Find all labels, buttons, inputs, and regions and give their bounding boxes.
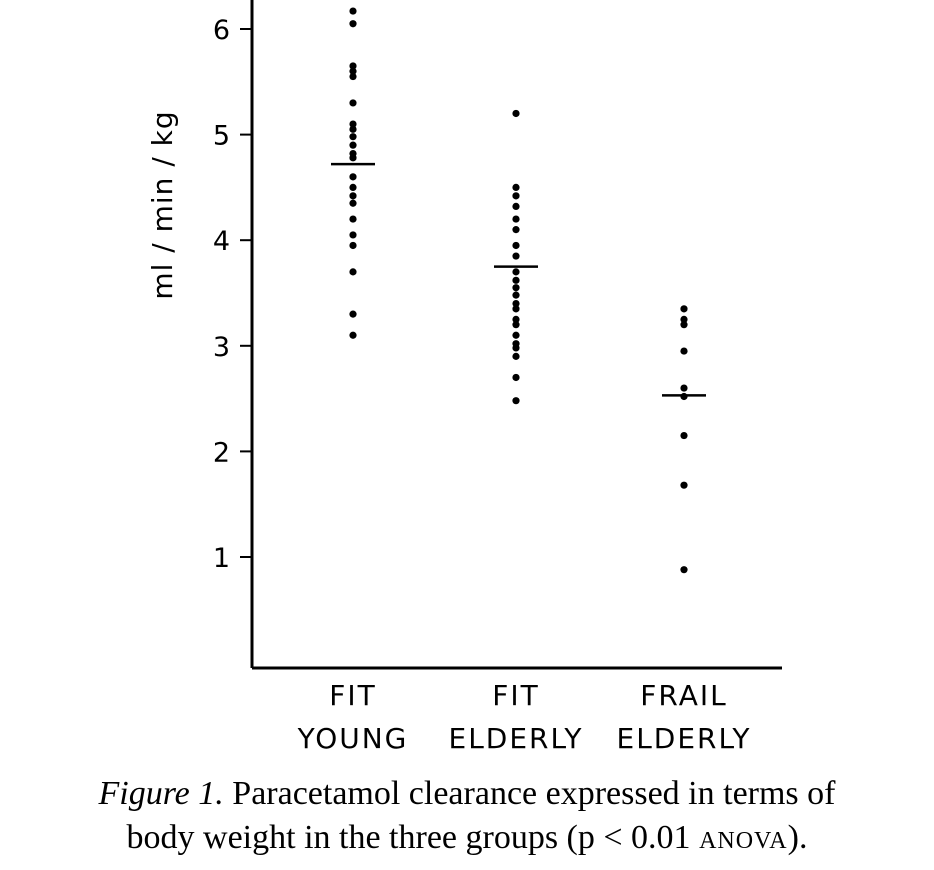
- data-point: [680, 384, 688, 392]
- data-point: [349, 331, 357, 339]
- data-point: [512, 331, 520, 339]
- caption-line-2: body weight in the three groups (p < 0.0…: [0, 816, 934, 863]
- category-labels: FIT YOUNG FIT ELDERLY FRAIL ELDERLY: [297, 679, 752, 755]
- data-point: [680, 305, 688, 313]
- data-point: [512, 109, 520, 118]
- category-label: FIT: [492, 679, 539, 712]
- data-point: [349, 72, 357, 81]
- data-point: [512, 202, 520, 211]
- figure-label: Figure 1.: [98, 775, 224, 812]
- y-ticks: 1 2 3 4 5 6: [213, 15, 252, 574]
- data-point: [349, 173, 357, 181]
- data-point: [512, 252, 520, 260]
- data-point: [680, 321, 688, 329]
- data-point: [512, 284, 520, 292]
- data-point: [349, 215, 357, 223]
- data-point: [512, 344, 520, 352]
- data-point: [512, 226, 520, 234]
- mean-lines: [331, 162, 706, 397]
- data-point: [349, 99, 357, 107]
- data-point: [349, 62, 357, 70]
- data-point: [512, 397, 520, 405]
- data-point: [512, 321, 520, 329]
- data-point: [680, 347, 688, 355]
- data-point: [512, 299, 520, 308]
- data-point: [349, 310, 357, 318]
- category-label: FRAIL: [640, 679, 727, 712]
- figure-caption: Figure 1. Paracetamol clearance expresse…: [0, 772, 934, 863]
- data-point: [680, 481, 688, 489]
- data-point: [349, 192, 357, 200]
- data-point: [512, 373, 520, 382]
- y-tick-label: 1: [213, 543, 230, 574]
- data-point: [349, 20, 357, 28]
- data-point: [512, 276, 520, 284]
- category-label: FIT: [329, 679, 376, 712]
- caption-text-3: ).: [787, 819, 808, 856]
- data-point: [512, 215, 520, 223]
- y-tick-label: 4: [213, 226, 230, 257]
- data-points: [349, 7, 688, 574]
- data-point: [512, 315, 520, 323]
- y-tick-label: 5: [213, 121, 230, 152]
- data-point: [512, 183, 520, 191]
- data-point: [349, 141, 357, 149]
- data-point: [349, 199, 357, 207]
- data-point: [512, 291, 520, 299]
- data-point: [512, 241, 520, 250]
- data-point: [349, 268, 357, 276]
- category-label: ELDERLY: [617, 722, 752, 755]
- data-point: [680, 566, 688, 574]
- data-point: [349, 183, 357, 191]
- data-point: [349, 125, 357, 133]
- y-tick-label: 6: [213, 15, 230, 46]
- data-point: [349, 241, 357, 250]
- data-point: [512, 352, 520, 360]
- anova-label: ANOVA: [699, 828, 788, 854]
- category-label: YOUNG: [297, 722, 409, 755]
- data-point: [680, 431, 688, 440]
- data-point: [349, 7, 357, 15]
- data-point: [349, 231, 357, 239]
- caption-text-1: Paracetamol clearance expressed in terms…: [223, 775, 836, 812]
- y-tick-label: 2: [213, 437, 230, 468]
- data-point: [512, 192, 520, 200]
- data-point: [349, 133, 357, 141]
- data-point: [349, 120, 357, 128]
- caption-text-2: body weight in the three groups (p < 0.0…: [126, 819, 700, 856]
- caption-line-1: Figure 1. Paracetamol clearance expresse…: [0, 772, 934, 816]
- y-tick-label: 3: [213, 332, 230, 363]
- data-point: [349, 67, 357, 75]
- data-point: [680, 315, 688, 323]
- category-label: ELDERLY: [449, 722, 584, 755]
- y-axis-label: ml / min / kg: [146, 110, 179, 299]
- data-point: [512, 305, 520, 313]
- data-point: [512, 268, 520, 276]
- data-point: [349, 154, 357, 162]
